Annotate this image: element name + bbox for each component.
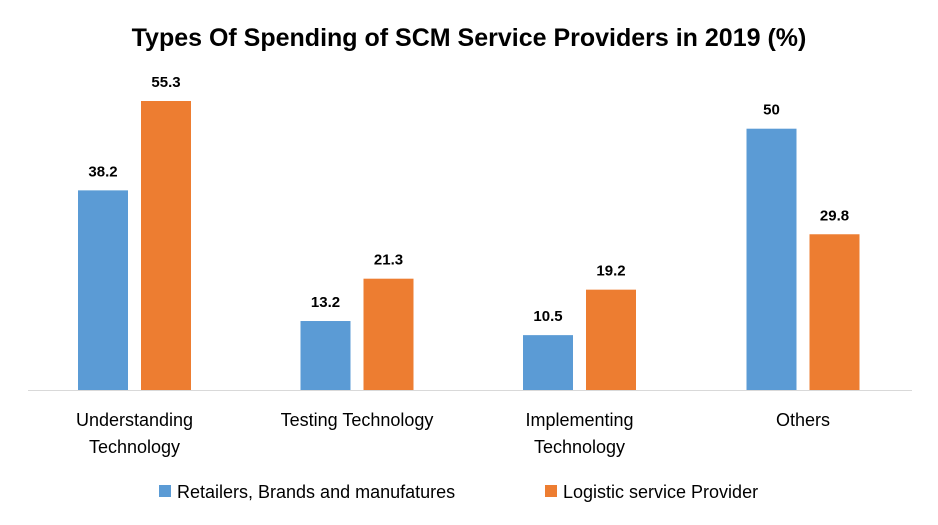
category-label: Testing Technology (281, 410, 434, 430)
category-label: Implementing (525, 410, 633, 430)
category-labels: Understanding Technology Testing Technolog… (76, 410, 830, 457)
data-label: 55.3 (151, 74, 180, 91)
legend-swatch (159, 485, 171, 497)
data-label: 50 (763, 102, 780, 119)
bar-retailers-2 (523, 335, 573, 390)
chart-title: Types Of Spending of SCM Service Provide… (132, 24, 807, 52)
data-label: 13.2 (311, 294, 340, 311)
bar-retailers-1 (300, 321, 351, 390)
bar-logistic-0 (141, 101, 191, 390)
bars-group: 38.2 55.3 13.2 21.3 10.5 19.2 50 29.8 (78, 74, 860, 391)
data-label: 38.2 (88, 163, 117, 180)
data-label: 10.5 (533, 308, 562, 325)
category-label: Others (776, 410, 830, 430)
category-label: Technology (89, 437, 180, 457)
bar-retailers-0 (78, 190, 128, 390)
bar-retailers-3 (746, 128, 797, 391)
legend: Retailers, Brands and manufatures Logisti… (159, 482, 758, 502)
legend-label: Retailers, Brands and manufatures (177, 482, 455, 502)
bar-logistic-3 (809, 234, 860, 390)
legend-label: Logistic service Provider (563, 482, 758, 502)
data-label: 19.2 (596, 263, 625, 280)
bar-logistic-2 (586, 289, 636, 390)
data-label: 29.8 (820, 207, 849, 224)
legend-swatch (545, 485, 557, 497)
data-label: 21.3 (374, 252, 403, 269)
category-label: Technology (534, 437, 625, 457)
bar-logistic-1 (363, 278, 414, 390)
category-label: Understanding (76, 410, 193, 430)
